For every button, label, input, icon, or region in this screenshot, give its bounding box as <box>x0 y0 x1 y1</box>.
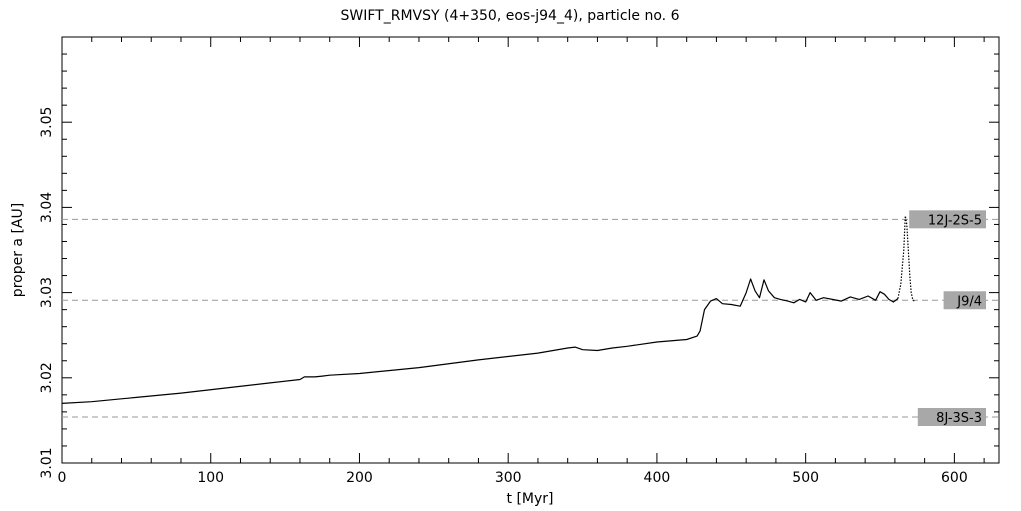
x-tick-label: 300 <box>495 470 522 486</box>
y-tick-label: 3.04 <box>39 192 55 223</box>
resonance-label: J9/4 <box>943 291 986 310</box>
y-tick-label: 3.03 <box>39 277 55 308</box>
resonance-label-text: J9/4 <box>956 294 982 309</box>
x-tick-label: 0 <box>58 470 67 486</box>
chart-title: SWIFT_RMVSY (4+350, eos-j94_4), particle… <box>341 8 680 24</box>
resonance-labels: 12J-2S-5 J9/4 8J-3S-3 <box>909 210 986 426</box>
x-tick-label: 200 <box>346 470 373 486</box>
resonance-label: 8J-3S-3 <box>917 407 986 426</box>
series-line <box>61 278 899 404</box>
data-series <box>61 215 915 404</box>
resonance-label-text: 8J-3S-3 <box>936 411 982 426</box>
y-tick-label: 3.02 <box>39 362 55 393</box>
resonance-label-box <box>909 210 986 229</box>
plot-frame <box>61 36 1000 464</box>
x-tick-label: 400 <box>644 470 671 486</box>
x-tick-label: 100 <box>197 470 224 486</box>
y-axis-label: proper a [AU] <box>10 203 26 297</box>
resonance-label: 12J-2S-5 <box>909 210 986 229</box>
x-tick-label: 600 <box>941 470 968 486</box>
axis-ticks: 0 100 200 300 400 500 600 3.01 3.02 3.03 3.04 3.05 <box>39 36 999 486</box>
resonance-label-box <box>917 407 986 426</box>
y-tick-label: 3.05 <box>39 107 55 138</box>
resonance-lines <box>62 218 999 418</box>
x-tick-label: 500 <box>792 470 819 486</box>
y-tick-label: 3.01 <box>39 447 55 478</box>
x-axis-label: t [Myr] <box>507 491 554 507</box>
series-line <box>897 215 915 302</box>
resonance-label-text: 12J-2S-5 <box>928 213 982 228</box>
resonance-label-box <box>943 291 986 310</box>
